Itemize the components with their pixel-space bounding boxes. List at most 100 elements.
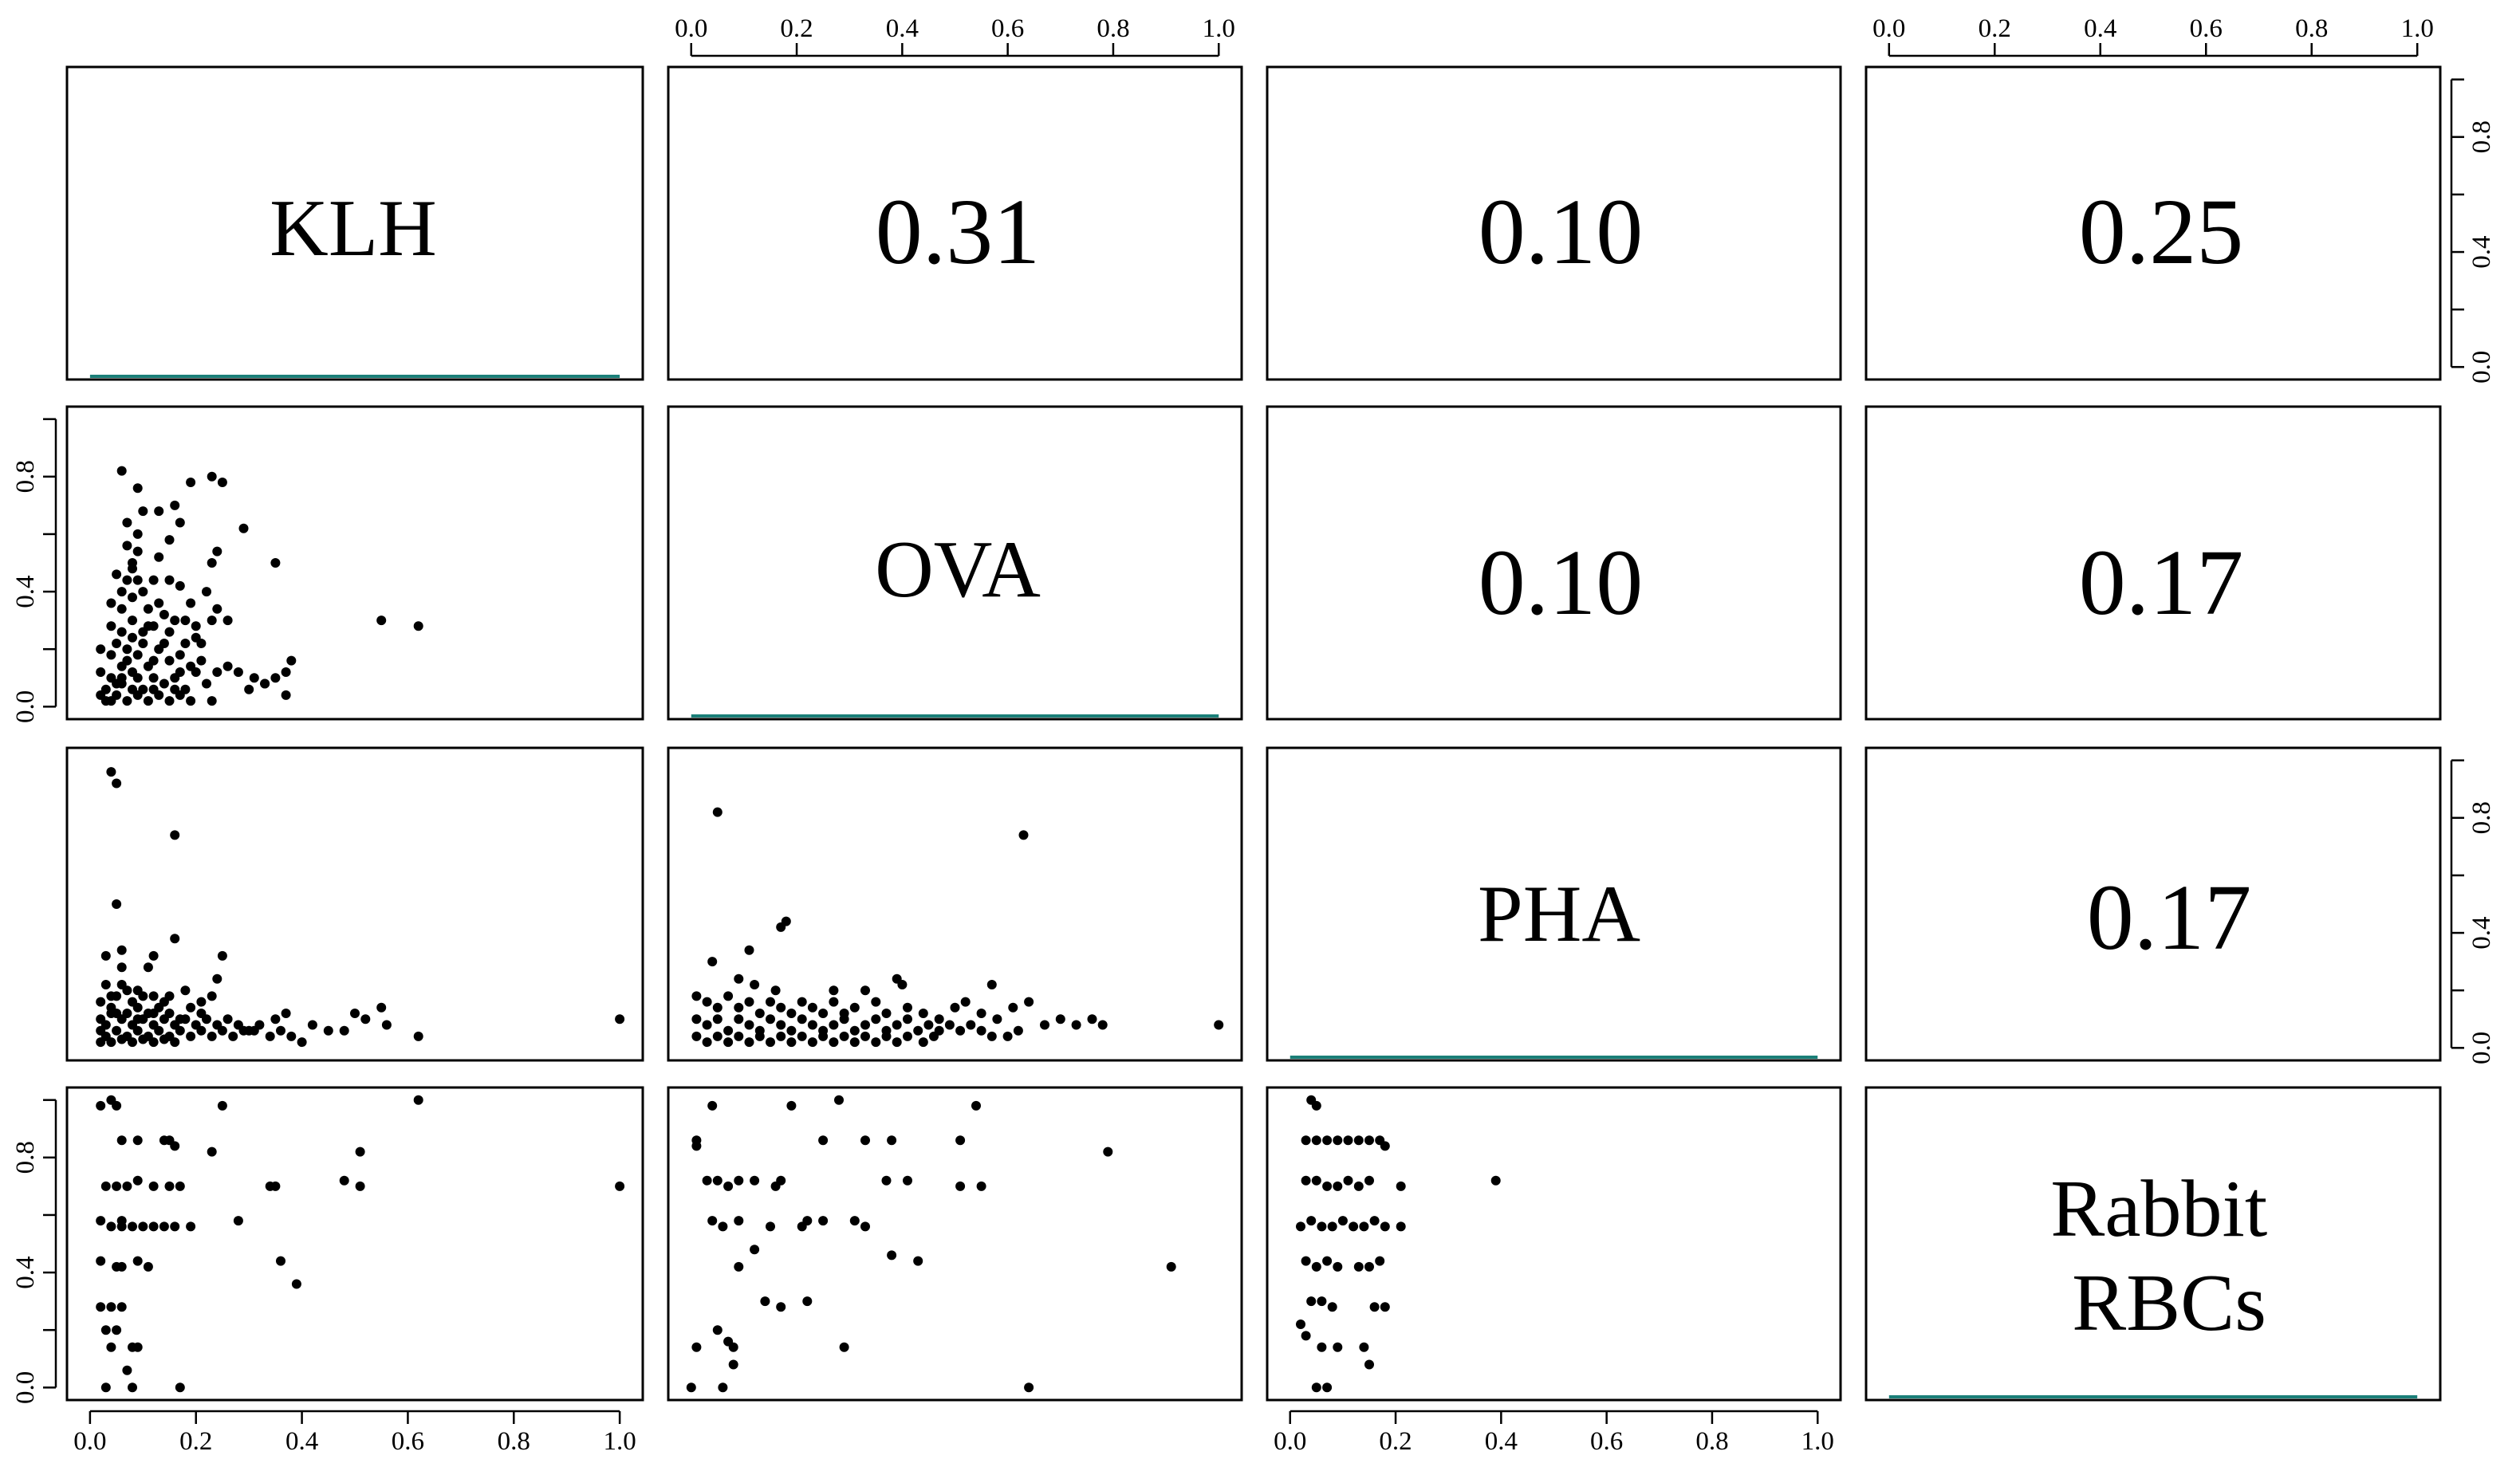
data-point	[100, 684, 111, 694]
data-point	[734, 1014, 744, 1025]
data-point	[707, 1100, 718, 1111]
data-point	[159, 678, 169, 689]
data-point	[96, 1302, 106, 1312]
data-point	[128, 564, 137, 574]
panel-frame	[65, 405, 644, 721]
data-point	[1322, 1181, 1333, 1191]
data-point	[170, 673, 180, 683]
data-point	[691, 1014, 702, 1025]
data-point	[217, 478, 227, 487]
data-point	[754, 1009, 765, 1018]
data-point	[154, 552, 164, 562]
data-point	[1353, 1181, 1364, 1191]
data-point	[702, 997, 712, 1007]
data-point	[106, 1302, 116, 1312]
data-point	[1343, 1175, 1353, 1186]
data-point	[143, 696, 153, 706]
data-point	[222, 616, 233, 626]
data-point	[116, 1034, 127, 1044]
corr-ova-rabbit-rbcs: 0.17	[2079, 530, 2244, 635]
data-point	[116, 945, 127, 955]
data-point	[132, 483, 143, 494]
data-point	[106, 1221, 116, 1232]
data-point	[106, 696, 116, 706]
data-point	[871, 1037, 881, 1048]
x-tick-label: 0.4	[1485, 1427, 1518, 1456]
data-point	[807, 1037, 817, 1048]
data-point	[112, 1325, 122, 1335]
data-point	[860, 1135, 870, 1146]
data-point	[849, 1025, 860, 1036]
data-point	[718, 1382, 728, 1393]
data-point	[829, 985, 839, 996]
data-point	[270, 1181, 281, 1191]
data-point	[992, 1014, 1002, 1025]
panel-frame	[667, 65, 1243, 381]
data-point	[818, 1031, 829, 1041]
data-point	[892, 1037, 902, 1048]
data-point	[839, 1031, 849, 1041]
data-point	[1055, 1014, 1065, 1025]
y-tick-label: 0.8	[2467, 801, 2496, 834]
data-point	[128, 592, 137, 603]
diag-label-rabbit-rbcs-line2: RBCs	[2072, 1258, 2266, 1348]
data-point	[122, 575, 132, 585]
corr-klh-pha: 0.10	[1479, 179, 1644, 284]
data-point	[112, 569, 122, 580]
data-point	[1380, 1302, 1390, 1312]
data-point	[265, 1031, 275, 1041]
data-point	[1364, 1359, 1374, 1370]
data-point	[159, 639, 169, 648]
data-point	[100, 950, 111, 961]
y-tick-label: 0.4	[2467, 916, 2496, 949]
data-point	[986, 1031, 997, 1041]
data-point	[871, 1014, 881, 1025]
data-point	[1375, 1256, 1385, 1266]
data-point	[122, 541, 132, 551]
data-point	[132, 529, 143, 539]
data-point	[96, 1216, 106, 1226]
data-point	[270, 1014, 281, 1025]
x-tick-label: 0.4	[2084, 14, 2116, 43]
data-point	[744, 1037, 754, 1048]
data-point	[212, 973, 222, 984]
data-point	[154, 506, 164, 517]
data-point	[1008, 1002, 1018, 1013]
data-point	[723, 991, 734, 1001]
x-tick-label: 0.8	[1097, 14, 1129, 43]
data-point	[170, 1221, 180, 1232]
data-point	[615, 1181, 625, 1191]
data-point	[744, 1020, 754, 1030]
data-point	[106, 598, 116, 608]
data-point	[112, 778, 122, 789]
data-point	[106, 621, 116, 631]
data-point	[712, 1325, 723, 1335]
data-point	[148, 684, 159, 694]
data-point	[159, 997, 169, 1007]
data-point	[797, 1031, 807, 1041]
x-tick-label: 1.0	[1801, 1427, 1834, 1456]
data-point	[966, 1020, 976, 1030]
data-point	[950, 1002, 960, 1013]
data-point	[797, 997, 807, 1007]
data-point	[170, 684, 180, 694]
data-point	[1301, 1175, 1311, 1186]
data-point	[971, 1100, 981, 1111]
data-point	[1333, 1135, 1343, 1146]
data-point	[112, 639, 122, 648]
data-point	[143, 1261, 153, 1272]
data-point	[1214, 1020, 1224, 1030]
data-point	[164, 655, 175, 666]
data-point	[100, 980, 111, 989]
data-point	[1349, 1221, 1359, 1232]
data-point	[944, 1020, 955, 1030]
data-point	[723, 1037, 734, 1048]
data-point	[148, 673, 159, 683]
y-tick-label: 0.8	[11, 1141, 40, 1174]
panel-frame	[65, 1086, 644, 1402]
corr-klh-rabbit-rbcs: 0.25	[2079, 179, 2244, 284]
data-point	[734, 1175, 744, 1186]
data-point	[934, 1014, 944, 1025]
data-point	[1103, 1146, 1113, 1157]
data-point	[786, 1100, 797, 1111]
